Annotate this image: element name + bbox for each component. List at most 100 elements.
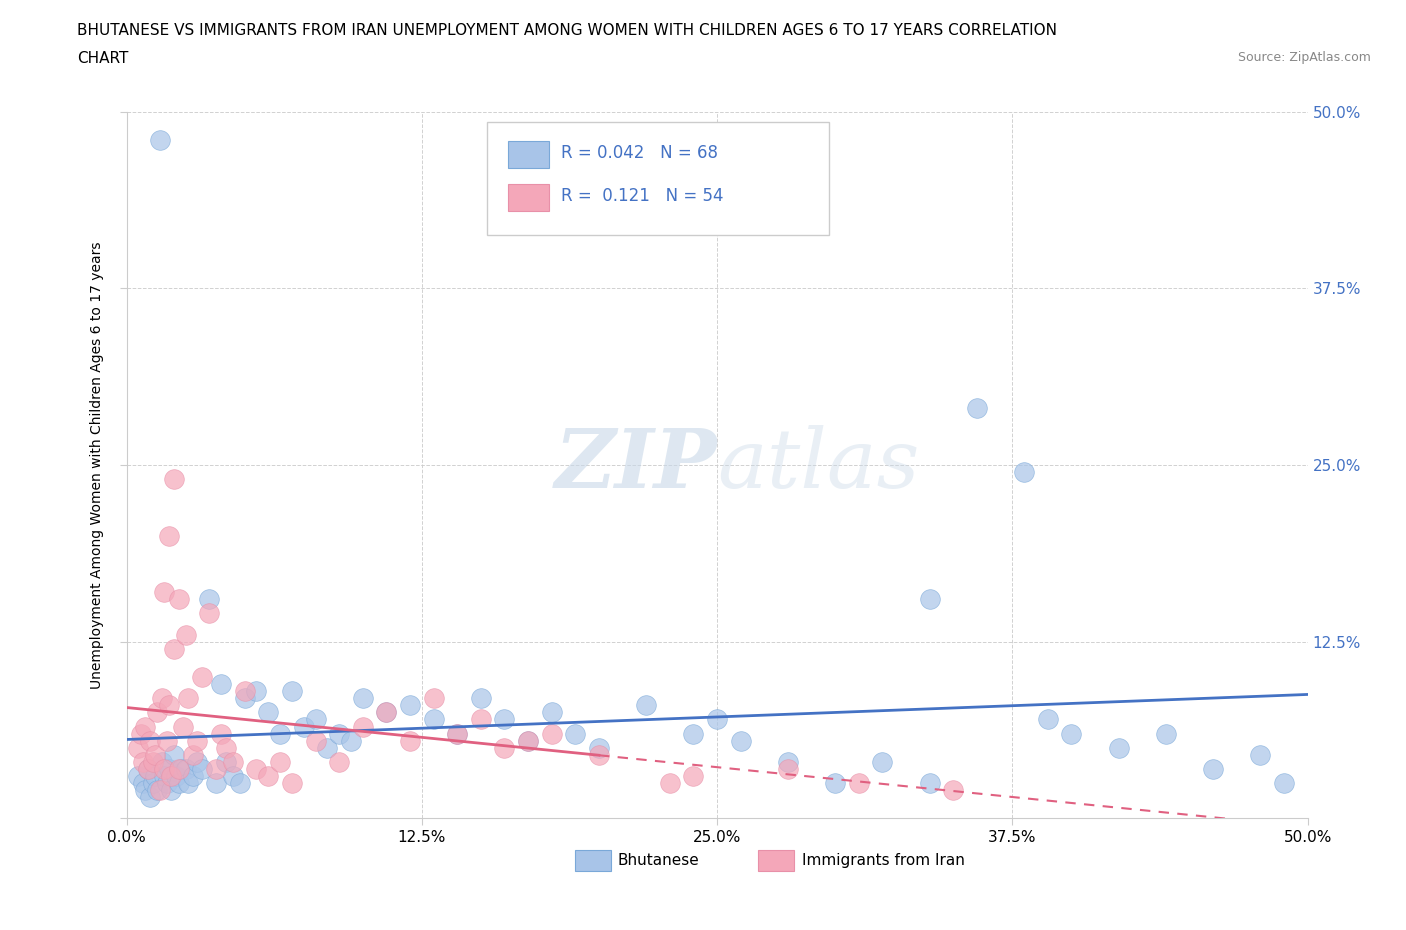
Point [174, 762, 197, 777]
Point [150, 691, 173, 706]
Point [292, 719, 315, 734]
Point [198, 591, 221, 606]
Point [156, 776, 179, 790]
FancyBboxPatch shape [508, 141, 550, 168]
Point [127, 740, 149, 755]
Point [245, 684, 267, 698]
Point [136, 762, 159, 777]
Point [153, 768, 176, 783]
Point [257, 705, 280, 720]
Point [422, 691, 444, 706]
Text: atlas: atlas [717, 425, 920, 505]
Point [139, 790, 162, 804]
Point [181, 748, 204, 763]
Point [186, 733, 208, 748]
Point [848, 776, 870, 790]
Point [352, 719, 374, 734]
FancyBboxPatch shape [575, 850, 610, 871]
Point [149, 132, 172, 147]
Point [167, 591, 190, 606]
Point [328, 754, 350, 769]
Point [399, 698, 422, 712]
Point [146, 705, 169, 720]
Text: Bhutanese: Bhutanese [617, 854, 700, 869]
Point [517, 733, 540, 748]
Point [1060, 726, 1083, 741]
Point [540, 726, 562, 741]
Point [540, 705, 562, 720]
Point [160, 768, 183, 783]
Point [1108, 740, 1130, 755]
Point [375, 705, 398, 720]
Point [181, 768, 204, 783]
Point [170, 762, 193, 777]
Point [141, 776, 163, 790]
Point [494, 712, 516, 727]
Point [281, 776, 304, 790]
Point [149, 783, 172, 798]
Text: R =  0.121   N = 54: R = 0.121 N = 54 [561, 187, 724, 205]
Point [446, 726, 468, 741]
Point [1249, 748, 1271, 763]
Point [160, 783, 183, 798]
Point [918, 776, 941, 790]
Point [517, 733, 540, 748]
Point [132, 754, 155, 769]
Point [1154, 726, 1177, 741]
Point [245, 762, 267, 777]
Point [222, 754, 245, 769]
Point [139, 733, 162, 748]
Point [658, 776, 681, 790]
Point [375, 705, 398, 720]
Point [564, 726, 586, 741]
Point [198, 606, 221, 621]
Point [229, 776, 252, 790]
Point [157, 698, 180, 712]
Text: Source: ZipAtlas.com: Source: ZipAtlas.com [1237, 51, 1371, 64]
Point [215, 754, 238, 769]
Text: BHUTANESE VS IMMIGRANTS FROM IRAN UNEMPLOYMENT AMONG WOMEN WITH CHILDREN AGES 6 : BHUTANESE VS IMMIGRANTS FROM IRAN UNEMPL… [77, 23, 1057, 38]
Point [340, 733, 363, 748]
Point [205, 762, 228, 777]
Point [1036, 712, 1059, 727]
Point [153, 585, 176, 600]
Point [682, 768, 704, 783]
Point [172, 719, 194, 734]
Point [156, 733, 179, 748]
Point [132, 776, 155, 790]
Point [163, 748, 186, 763]
Text: R = 0.042   N = 68: R = 0.042 N = 68 [561, 144, 718, 163]
Point [143, 748, 166, 763]
Point [167, 762, 190, 777]
Point [352, 691, 374, 706]
Point [165, 768, 187, 783]
Point [129, 726, 152, 741]
Point [134, 783, 156, 798]
Point [304, 733, 326, 748]
Point [186, 754, 208, 769]
Point [157, 528, 180, 543]
Point [942, 783, 965, 798]
Point [191, 762, 214, 777]
Point [776, 762, 799, 777]
Point [706, 712, 728, 727]
Point [127, 768, 149, 783]
Point [281, 684, 304, 698]
Point [966, 401, 988, 416]
Point [872, 754, 894, 769]
Point [636, 698, 658, 712]
Point [316, 740, 339, 755]
Point [588, 748, 610, 763]
Point [205, 776, 228, 790]
Point [399, 733, 422, 748]
FancyBboxPatch shape [758, 850, 794, 871]
Point [215, 740, 238, 755]
Point [209, 726, 232, 741]
Point [422, 712, 444, 727]
FancyBboxPatch shape [486, 122, 830, 235]
Point [153, 762, 176, 777]
Point [174, 627, 197, 642]
Point [134, 719, 156, 734]
Point [143, 768, 166, 783]
Point [150, 754, 173, 769]
